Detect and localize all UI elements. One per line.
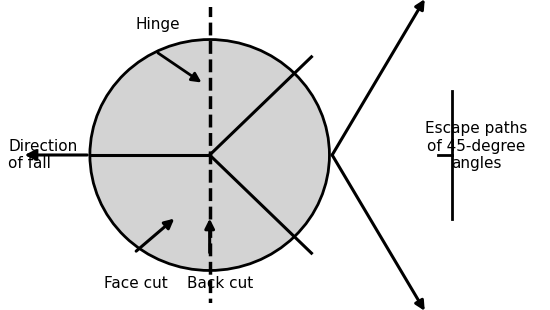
Text: Direction
of fall: Direction of fall <box>8 139 78 171</box>
Text: Hinge: Hinge <box>136 17 180 32</box>
Ellipse shape <box>90 39 329 271</box>
Text: Face cut: Face cut <box>104 276 168 291</box>
Text: Escape paths
of 45-degree
angles: Escape paths of 45-degree angles <box>425 121 527 171</box>
Text: Back cut: Back cut <box>188 276 254 291</box>
